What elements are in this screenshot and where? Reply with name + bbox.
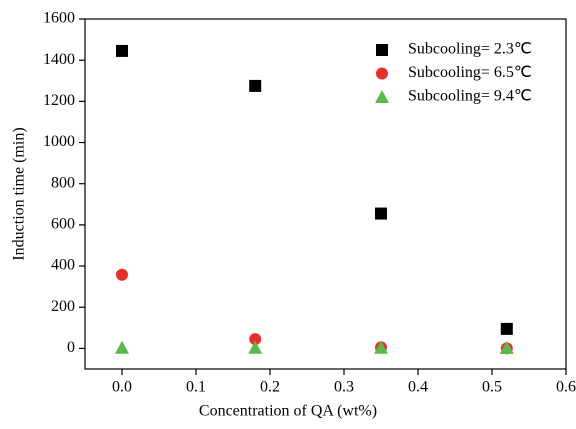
y-tick-label: 800 bbox=[51, 174, 75, 191]
y-tick-label: 1400 bbox=[43, 51, 75, 68]
legend-marker bbox=[376, 67, 388, 80]
y-tick-label: 1000 bbox=[43, 133, 75, 150]
data-point bbox=[249, 333, 262, 346]
legend-label: Subcooling= 9.4℃ bbox=[408, 88, 532, 105]
y-tick-label: 200 bbox=[51, 298, 75, 315]
y-tick-label: 1600 bbox=[43, 10, 75, 27]
data-point bbox=[499, 341, 514, 354]
legend-label: Subcooling= 2.3℃ bbox=[408, 41, 532, 58]
data-point bbox=[116, 268, 128, 281]
x-tick-label: 0.4 bbox=[408, 379, 428, 396]
legend-marker bbox=[376, 44, 388, 56]
x-tick-label: 0.6 bbox=[556, 379, 576, 396]
legend-marker bbox=[375, 90, 389, 103]
data-point bbox=[249, 79, 262, 92]
y-tick-label: 400 bbox=[51, 257, 75, 274]
data-point bbox=[374, 340, 388, 354]
y-tick-label: 1200 bbox=[43, 92, 75, 109]
y-tick-label: 600 bbox=[51, 216, 75, 233]
x-tick-label: 0.1 bbox=[186, 379, 206, 396]
x-tick-label: 0.3 bbox=[334, 379, 354, 396]
data-point bbox=[375, 207, 387, 220]
data-point bbox=[116, 44, 128, 57]
x-tick-label: 0.5 bbox=[482, 379, 502, 396]
legend-label: Subcooling= 6.5℃ bbox=[408, 64, 532, 81]
x-axis-label: Concentration of QA (wt%) bbox=[199, 403, 377, 420]
plot-frame bbox=[84, 18, 567, 370]
x-tick-label: 0.2 bbox=[260, 379, 280, 396]
x-tick-label: 0.0 bbox=[112, 379, 132, 396]
data-point bbox=[248, 340, 263, 354]
data-point bbox=[500, 322, 513, 335]
data-point bbox=[115, 340, 129, 354]
y-axis-label: Induction time (min) bbox=[11, 127, 28, 260]
y-tick-label: 0 bbox=[67, 339, 75, 356]
